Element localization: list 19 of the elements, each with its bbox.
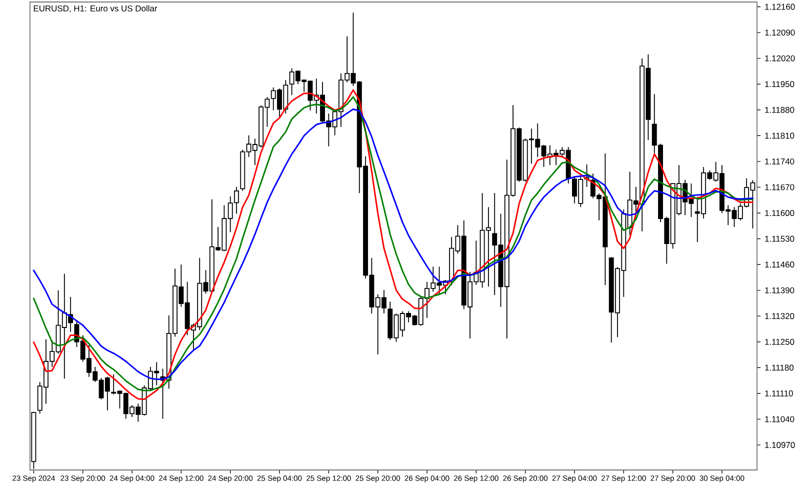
- y-tick-label: 1.10970: [765, 442, 795, 448]
- y-tick-label: 1.12160: [765, 4, 795, 10]
- y-tick-label: 1.11250: [765, 338, 794, 345]
- y-tick-label: 1.11390: [765, 287, 794, 294]
- y-tick-label: 1.11040: [765, 416, 794, 422]
- y-tick-label: 1.11600: [765, 210, 794, 216]
- y-tick-label: 1.12090: [765, 30, 795, 36]
- y-tick-label: 1.12020: [765, 55, 795, 62]
- y-tick-label: 1.11460: [765, 262, 794, 268]
- y-tick-label: 1.11670: [765, 184, 794, 190]
- y-tick-label: 1.11530: [765, 236, 794, 242]
- y-tick-label: 1.11810: [765, 132, 794, 139]
- y-tick-label: 1.11180: [765, 364, 794, 371]
- y-tick-label: 1.11110: [765, 390, 793, 396]
- y-tick-label: 1.11880: [765, 106, 794, 113]
- y-tick-label: 1.11320: [765, 313, 794, 320]
- y-tick-label: 1.11950: [765, 81, 794, 88]
- y-tick-label: 1.11740: [765, 158, 794, 164]
- chart-title: EURUSD, H1: Euro vs US Dollar: [34, 5, 158, 12]
